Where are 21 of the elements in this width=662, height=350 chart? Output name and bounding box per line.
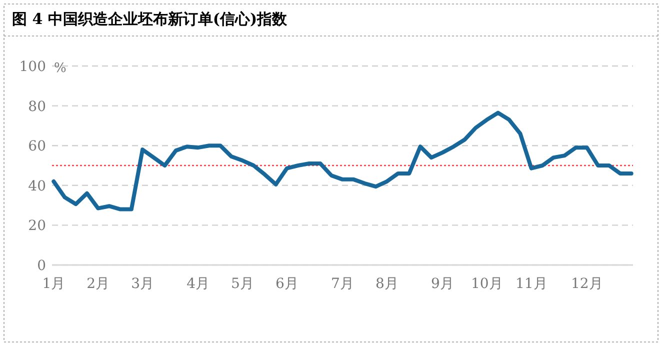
y-tick-label: 60	[28, 138, 46, 155]
x-tick-label: 5月	[231, 276, 254, 292]
x-tick-label: 10月	[471, 276, 503, 292]
x-tick-label: 3月	[131, 276, 154, 292]
y-tick-label: 100	[19, 59, 46, 75]
x-tick-label: 7月	[331, 276, 354, 292]
y-tick-label: 40	[28, 178, 46, 194]
chart-title: 图 4 中国织造企业坯布新订单(信心)指数	[12, 10, 288, 28]
x-tick-label: 12月	[570, 276, 603, 292]
y-tick-label: 80	[28, 98, 46, 115]
x-tick-label: 2月	[86, 276, 110, 292]
x-tick-label: 4月	[186, 276, 210, 292]
x-tick-label: 11月	[515, 276, 548, 292]
y-tick-label: 20	[28, 218, 46, 234]
y-tick-label: 0	[37, 258, 46, 274]
x-tick-label: 9月	[431, 276, 454, 292]
x-tick-label: 6月	[275, 276, 298, 292]
x-tick-label: 1月	[42, 276, 66, 292]
x-tick-label: 8月	[375, 276, 398, 292]
y-axis-title: %	[54, 61, 66, 76]
line-series	[52, 110, 634, 212]
